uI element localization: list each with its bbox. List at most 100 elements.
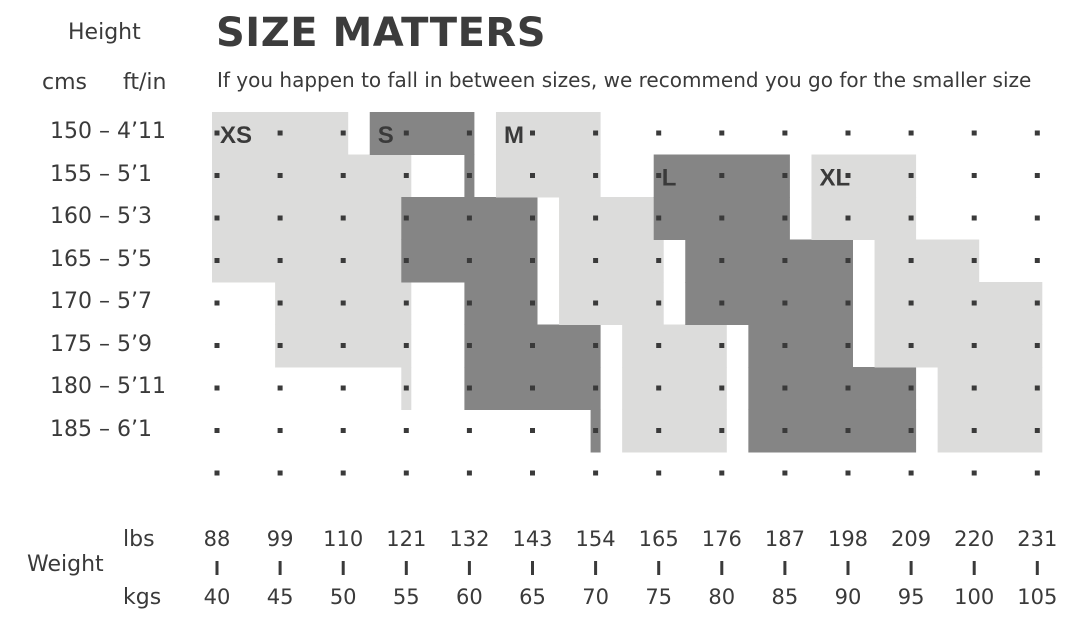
size-region-xs (212, 112, 412, 410)
grid-dot (845, 173, 851, 178)
grid-dot (214, 258, 220, 263)
weight-kgs-tick: 50 (329, 585, 357, 609)
grid-dot (277, 300, 283, 306)
size-m-band-150 (495, 112, 601, 155)
grid-dot (656, 173, 662, 178)
grid-dot (214, 300, 220, 306)
grid-dot (719, 428, 725, 433)
weight-tick-mark (972, 561, 976, 575)
size-xs-band-165 (212, 239, 412, 283)
grid-dot (908, 428, 914, 433)
weight-lbs-tick: 99 (266, 527, 294, 551)
grid-dot (845, 470, 851, 476)
grid-dot (908, 173, 914, 178)
grid-dot (340, 300, 346, 306)
weight-tick-mark (1035, 561, 1039, 575)
weight-tick-mark (215, 561, 219, 575)
grid-dot (656, 470, 662, 476)
grid-dot (340, 428, 346, 433)
grid-dot (719, 258, 725, 263)
grid-dot (719, 130, 725, 136)
height-axis-label: Height (68, 20, 141, 45)
grid-dot (971, 215, 977, 221)
grid-dot (466, 258, 472, 263)
grid-dot (845, 300, 851, 306)
grid-dot (277, 130, 283, 136)
weight-kgs-tick: 75 (645, 585, 673, 609)
grid-dot (466, 343, 472, 348)
weight-kgs-tick: 105 (1017, 585, 1058, 609)
weight-tick-mark (657, 561, 661, 575)
grid-dot (214, 428, 220, 433)
grid-dot (845, 215, 851, 221)
size-m-band-160 (559, 197, 664, 240)
size-m-band-170 (559, 282, 664, 325)
grid-dot (403, 470, 409, 476)
size-l-band-170 (685, 282, 853, 325)
weight-tick-mark (783, 561, 787, 575)
grid-dot (530, 173, 535, 178)
size-region-m (495, 112, 727, 453)
grid-dot (466, 173, 472, 178)
grid-dot (908, 215, 914, 221)
size-xl-band-175 (874, 324, 1043, 368)
grid-dot (403, 343, 409, 348)
grid-dot (340, 215, 346, 221)
grid-dot (214, 173, 220, 178)
weight-tick-mark (278, 561, 282, 575)
grid-dot (1034, 428, 1040, 433)
size-region-s (369, 112, 601, 453)
height-row-label: 180 – 5’11 (50, 374, 166, 399)
grid-dot (782, 300, 788, 306)
grid-dot (466, 130, 472, 136)
grid-dot (845, 258, 851, 263)
size-l-band-175 (748, 324, 853, 368)
grid-dot (719, 215, 725, 221)
size-label-l: L (662, 165, 677, 192)
grid-dot (340, 385, 346, 391)
grid-dot (656, 343, 662, 348)
weight-kgs-tick: 70 (582, 585, 609, 609)
grid-dot (1034, 130, 1040, 136)
grid-dot (908, 470, 914, 476)
grid-dot (782, 428, 788, 433)
grid-dot (403, 130, 409, 136)
grid-dot (593, 385, 599, 391)
ftin-label: ft/in (123, 70, 167, 95)
grid-dot (719, 343, 725, 348)
grid-dot (719, 300, 725, 306)
size-label-xs: XS (220, 122, 252, 149)
grid-dot (340, 470, 346, 476)
weight-kgs-tick: 85 (771, 585, 799, 609)
grid-dot (530, 428, 535, 433)
height-row-label: 150 – 4’11 (50, 119, 166, 144)
weight-kgs-tick: 100 (954, 585, 995, 609)
grid-dot (1034, 173, 1040, 178)
weight-kgs-tick: 40 (203, 585, 231, 609)
grid-dot (845, 130, 851, 136)
grid-dot (1034, 470, 1040, 476)
size-m-band-180 (622, 367, 727, 410)
grid-dot (403, 428, 409, 433)
grid-dot (593, 428, 599, 433)
grid-dot (277, 215, 283, 221)
height-row-label: 170 – 5’7 (50, 289, 152, 314)
grid-dot (782, 470, 788, 476)
weight-lbs-tick: 198 (827, 527, 869, 551)
height-row-label: 155 – 5’1 (50, 161, 152, 187)
size-xl-band-155 (811, 154, 917, 198)
size-l-band-180 (748, 367, 917, 410)
size-s-band-150 (369, 112, 475, 155)
grid-dot (656, 130, 662, 136)
size-xs-band-155 (212, 154, 412, 198)
grid-dot (530, 215, 535, 221)
grid-dot (971, 428, 977, 433)
grid-dot (782, 173, 788, 178)
grid-dot (214, 385, 220, 391)
weight-tick-mark (467, 561, 471, 575)
weight-tick-mark (341, 561, 345, 575)
weight-kgs-tick: 80 (708, 585, 736, 609)
grid-dot (1034, 385, 1040, 391)
weight-lbs-tick: 110 (323, 527, 364, 551)
